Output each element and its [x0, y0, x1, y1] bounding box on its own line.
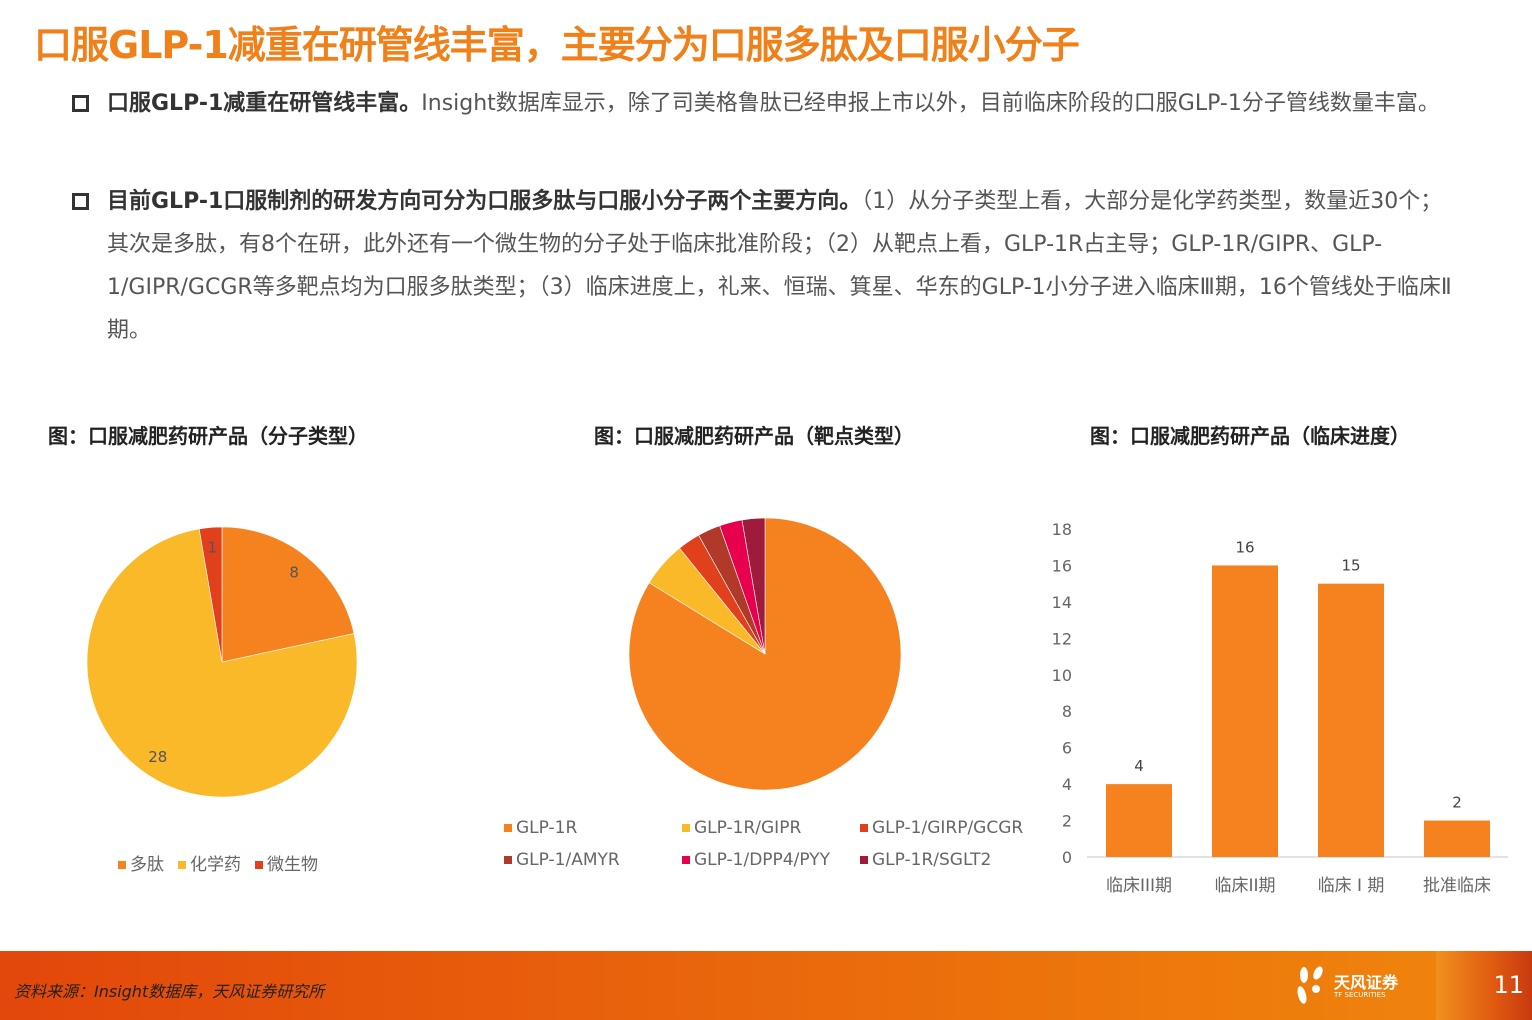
pie-data-label: 8 — [289, 564, 299, 582]
bar-data-label: 4 — [1134, 757, 1144, 775]
legend-swatch — [504, 856, 512, 864]
legend-swatch — [860, 856, 868, 864]
bullet-text: （1）从分子类型上看，大部分是化学药类型，数量近30个；其次是多肽，有8个在研，… — [107, 189, 1452, 343]
slide-title: 口服GLP-1减重在研管线丰富，主要分为口服多肽及口服小分子 — [34, 23, 1080, 67]
y-tick-label: 12 — [1052, 629, 1072, 648]
legend-item: 多肽 — [118, 855, 164, 875]
legend-molecule: 多肽 化学药 微生物 — [118, 850, 332, 875]
legend-swatch — [860, 824, 868, 832]
y-tick-label: 4 — [1062, 775, 1072, 794]
logo-text: 天风证券 — [1334, 973, 1399, 992]
pie-data-label: 1 — [207, 539, 217, 557]
legend-item: GLP-1R/GIPR — [682, 818, 860, 838]
bullet-square-icon — [72, 95, 89, 112]
page-number: 11 — [1436, 951, 1532, 1020]
bar-2 — [1212, 565, 1278, 857]
legend-item: GLP-1R/SGLT2 — [860, 850, 1040, 870]
y-tick-label: 16 — [1052, 556, 1072, 575]
legend-item: GLP-1R — [504, 818, 682, 838]
pie-data-label: 28 — [148, 748, 167, 766]
x-tick-label: 临床 I 期 — [1318, 876, 1385, 896]
legend-label: GLP-1R — [516, 818, 578, 838]
legend-label: GLP-1/GIRP/GCGR — [872, 818, 1024, 838]
pie-slice-1 — [221, 526, 355, 663]
legend-label: 多肽 — [130, 855, 164, 875]
legend-swatch — [255, 861, 263, 869]
bullet-1: 口服GLP-1减重在研管线丰富。Insight数据库显示，除了司美格鲁肽已经申报… — [72, 82, 1462, 125]
bullet-lead: 口服GLP-1减重在研管线丰富。 — [107, 91, 422, 116]
bar-1 — [1106, 784, 1172, 857]
pie-slice-2 — [86, 528, 358, 798]
legend-item: GLP-1/DPP4/PYY — [682, 850, 860, 870]
legend-item: 微生物 — [255, 855, 318, 875]
legend-target: GLP-1R GLP-1R/GIPR GLP-1/GIRP/GCGR GLP-1/AM… — [504, 818, 1044, 870]
bar-data-label: 16 — [1235, 538, 1254, 556]
company-logo: 天风证券 TF SECURITIES — [1292, 965, 1412, 1009]
legend-item: 化学药 — [178, 855, 241, 875]
bar-3 — [1318, 583, 1384, 857]
pie-slice-6 — [741, 517, 766, 655]
legend-label: 化学药 — [190, 855, 241, 875]
legend-swatch — [682, 856, 690, 864]
y-tick-label: 6 — [1062, 739, 1072, 758]
logo-flower-icon — [1297, 966, 1323, 1004]
y-tick-label: 18 — [1052, 520, 1072, 539]
legend-item: GLP-1/AMYR — [504, 850, 682, 870]
bar-4 — [1424, 820, 1490, 857]
x-tick-label: 临床III期 — [1106, 876, 1172, 896]
footer: 资料来源：Insight数据库，天风证券研究所 天风证券 TF SECURITI… — [0, 951, 1532, 1020]
legend-swatch — [504, 824, 512, 832]
legend-swatch — [178, 861, 186, 869]
y-tick-label: 2 — [1062, 812, 1072, 831]
bar-data-label: 15 — [1341, 557, 1360, 575]
legend-label: GLP-1/DPP4/PYY — [694, 850, 830, 870]
legend-label: GLP-1/AMYR — [516, 850, 620, 870]
bullet-2: 目前GLP-1口服制剂的研发方向可分为口服多肽与口服小分子两个主要方向。（1）从… — [72, 180, 1462, 352]
pie-slice-3 — [198, 526, 223, 663]
chart-title-target: 图：口服减肥药研产品（靶点类型） — [594, 424, 914, 448]
bullet-text: Insight数据库显示，除了司美格鲁肽已经申报上市以外，目前临床阶段的口服GL… — [421, 91, 1440, 116]
bar-data-label: 2 — [1452, 794, 1462, 812]
y-tick-label: 8 — [1062, 702, 1072, 721]
source-note: 资料来源：Insight数据库，天风证券研究所 — [14, 982, 325, 1001]
chart-title-progress: 图：口服减肥药研产品（临床进度） — [1090, 424, 1410, 448]
y-tick-label: 10 — [1052, 666, 1072, 685]
y-tick-label: 0 — [1062, 848, 1072, 867]
x-tick-label: 临床II期 — [1214, 876, 1275, 896]
legend-label: 微生物 — [267, 855, 318, 875]
legend-item: GLP-1/GIRP/GCGR — [860, 818, 1040, 838]
chart-title-molecule: 图：口服减肥药研产品（分子类型） — [48, 424, 368, 448]
legend-swatch — [118, 861, 126, 869]
legend-label: GLP-1R/SGLT2 — [872, 850, 992, 870]
y-tick-label: 14 — [1052, 593, 1072, 612]
x-tick-label: 批准临床 — [1423, 876, 1491, 896]
bullet-lead: 目前GLP-1口服制剂的研发方向可分为口服多肽与口服小分子两个主要方向。 — [107, 189, 862, 214]
legend-label: GLP-1R/GIPR — [694, 818, 802, 838]
logo-subtext: TF SECURITIES — [1334, 991, 1386, 999]
legend-swatch — [682, 824, 690, 832]
bullet-square-icon — [72, 193, 89, 210]
